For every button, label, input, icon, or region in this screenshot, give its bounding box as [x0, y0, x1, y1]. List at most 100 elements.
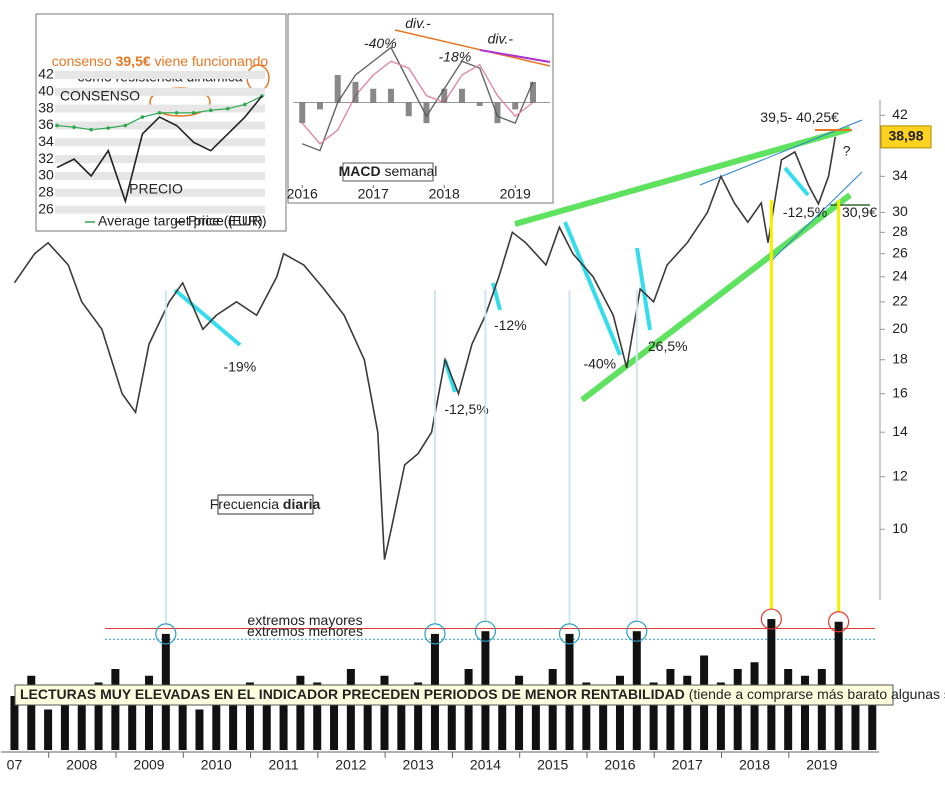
bar [145, 675, 154, 750]
note: consenso 39,5€ viene funcionando [52, 53, 269, 69]
bar [111, 669, 120, 750]
x-tick-label: 2019 [500, 186, 531, 202]
x-tick-label: 2018 [429, 186, 460, 202]
divergence-line [394, 29, 551, 67]
note-text: consenso [52, 53, 112, 69]
x-tick-label: 2019 [806, 757, 837, 773]
price-panel: 1012141618202224262830343842-19%-12,5%-1… [13, 106, 932, 560]
y-tick-label: 32 [38, 150, 54, 166]
threshold-label: extremos mayores [247, 612, 362, 628]
bar [178, 696, 187, 750]
macd-label-text: semanal [384, 163, 437, 179]
bar [44, 709, 53, 750]
bar [750, 662, 759, 750]
trend-thin [769, 171, 863, 263]
histogram-bar [299, 102, 306, 124]
x-tick-label: 2011 [269, 757, 299, 773]
bar [615, 675, 624, 750]
signal-circle [424, 623, 446, 645]
price-line [13, 136, 837, 560]
bar [10, 696, 19, 750]
series-dot [191, 111, 196, 115]
banner-bold: LECTURAS MUY ELEVADAS EN EL INDICADOR PR… [20, 686, 685, 702]
annotation: div.- [405, 15, 431, 31]
histogram-bar [441, 88, 448, 103]
drawdown [491, 282, 502, 311]
x-tick-label: 2017 [358, 186, 389, 202]
note-bold: 39,5€ [116, 53, 151, 69]
bar [464, 669, 473, 750]
bar [649, 682, 658, 750]
x-tick-label: 2010 [201, 757, 232, 773]
series-line [56, 95, 263, 204]
histogram-bar [352, 81, 359, 103]
histogram-bar [529, 81, 536, 103]
bar [531, 696, 540, 750]
bar [851, 689, 860, 750]
bar [733, 669, 742, 750]
divergence-line [479, 49, 551, 63]
annotation: -18% [439, 49, 472, 65]
series-dot [123, 123, 128, 128]
histogram-bar [494, 102, 501, 124]
y-tick-label: 26 [892, 244, 908, 260]
note-text: viene funcionando [155, 53, 269, 69]
bar [60, 689, 69, 750]
signal-circle [828, 611, 850, 633]
signal-circle [626, 620, 648, 642]
bar [548, 669, 557, 750]
y-tick-label: 26 [38, 200, 54, 216]
x-tick-label: 2009 [133, 757, 164, 773]
drawdown [173, 288, 242, 347]
bar [94, 682, 103, 750]
y-tick-label: 18 [892, 350, 908, 366]
bar [245, 682, 254, 750]
frequency-box [217, 494, 314, 515]
y-tick-label: 14 [892, 423, 908, 439]
x-tick-label: 2017 [672, 757, 703, 773]
y-tick-label: 30 [38, 167, 54, 183]
signal-circle [558, 623, 581, 645]
signal-circle [474, 620, 497, 642]
bar [279, 689, 288, 750]
series-dot [226, 106, 230, 111]
x-tick-label: 2008 [66, 757, 97, 773]
x-tick-label: 2015 [537, 757, 568, 773]
x-tick-label: 07 [7, 757, 23, 773]
y-tick-label: 28 [38, 183, 54, 199]
bar [397, 696, 406, 750]
series-dot [55, 123, 59, 128]
series-label: PRECIO [129, 181, 183, 197]
annotation: ? [843, 143, 851, 159]
bar [800, 675, 809, 750]
series-dot [243, 102, 247, 107]
series-dot [72, 125, 76, 129]
channel-upper [514, 126, 851, 227]
legend-label: Average target price (EUR) [98, 213, 267, 229]
y-tick-label: 34 [892, 167, 908, 183]
bar [868, 696, 877, 750]
bar [296, 675, 305, 750]
threshold-label: extremos menores [247, 623, 363, 639]
histogram-bar [458, 88, 465, 103]
annotation: 39,5- 40,25€ [760, 109, 839, 125]
y-tick-label: 42 [892, 106, 908, 122]
drawdown [783, 166, 810, 197]
bar [313, 682, 322, 750]
y-tick-label: 10 [892, 520, 908, 536]
series-dot [140, 115, 145, 119]
bar [262, 696, 271, 750]
series-dot [89, 127, 93, 132]
bar [212, 689, 221, 750]
y-tick-label: 34 [38, 133, 54, 149]
signal-circle [155, 623, 177, 645]
bar [716, 682, 725, 750]
bar [582, 682, 591, 750]
bar [666, 669, 675, 750]
macd-label: MACD semanal [339, 163, 438, 179]
frequency-label: Frecuencia diaria [210, 496, 321, 512]
bar [229, 702, 238, 750]
x-tick-label: 2012 [335, 757, 366, 773]
annotation: -12% [494, 317, 527, 333]
